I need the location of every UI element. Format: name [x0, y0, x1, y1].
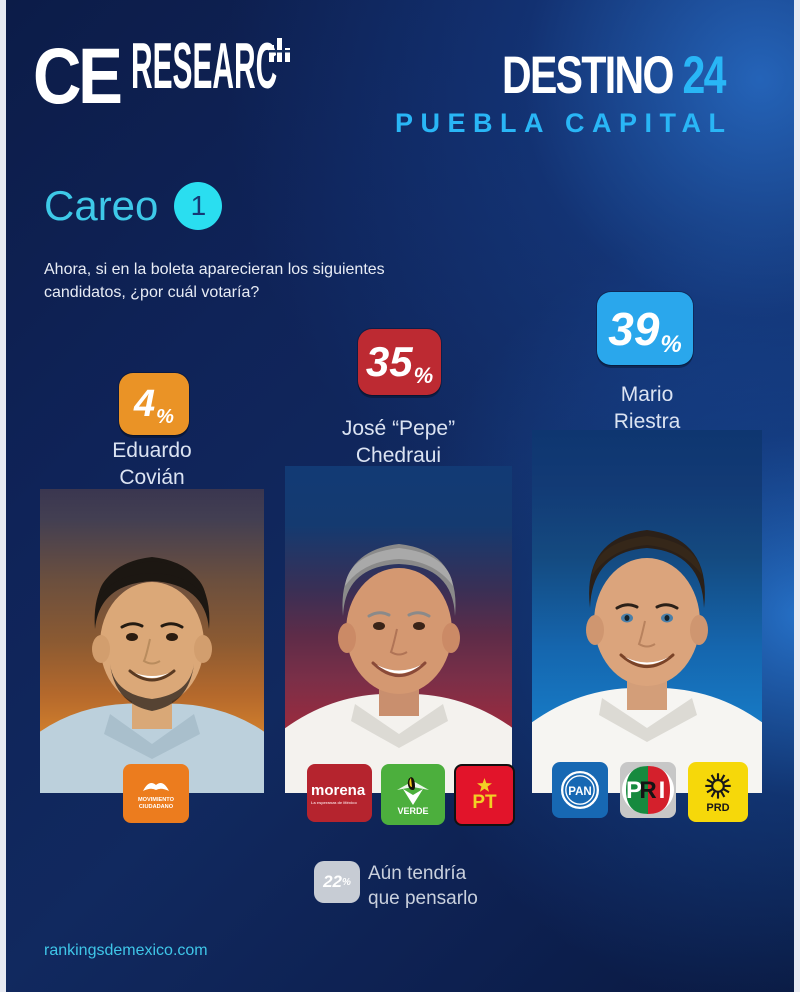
- svg-text:I: I: [659, 777, 666, 804]
- svg-text:R: R: [639, 777, 656, 804]
- svg-text:PAN: PAN: [568, 786, 592, 798]
